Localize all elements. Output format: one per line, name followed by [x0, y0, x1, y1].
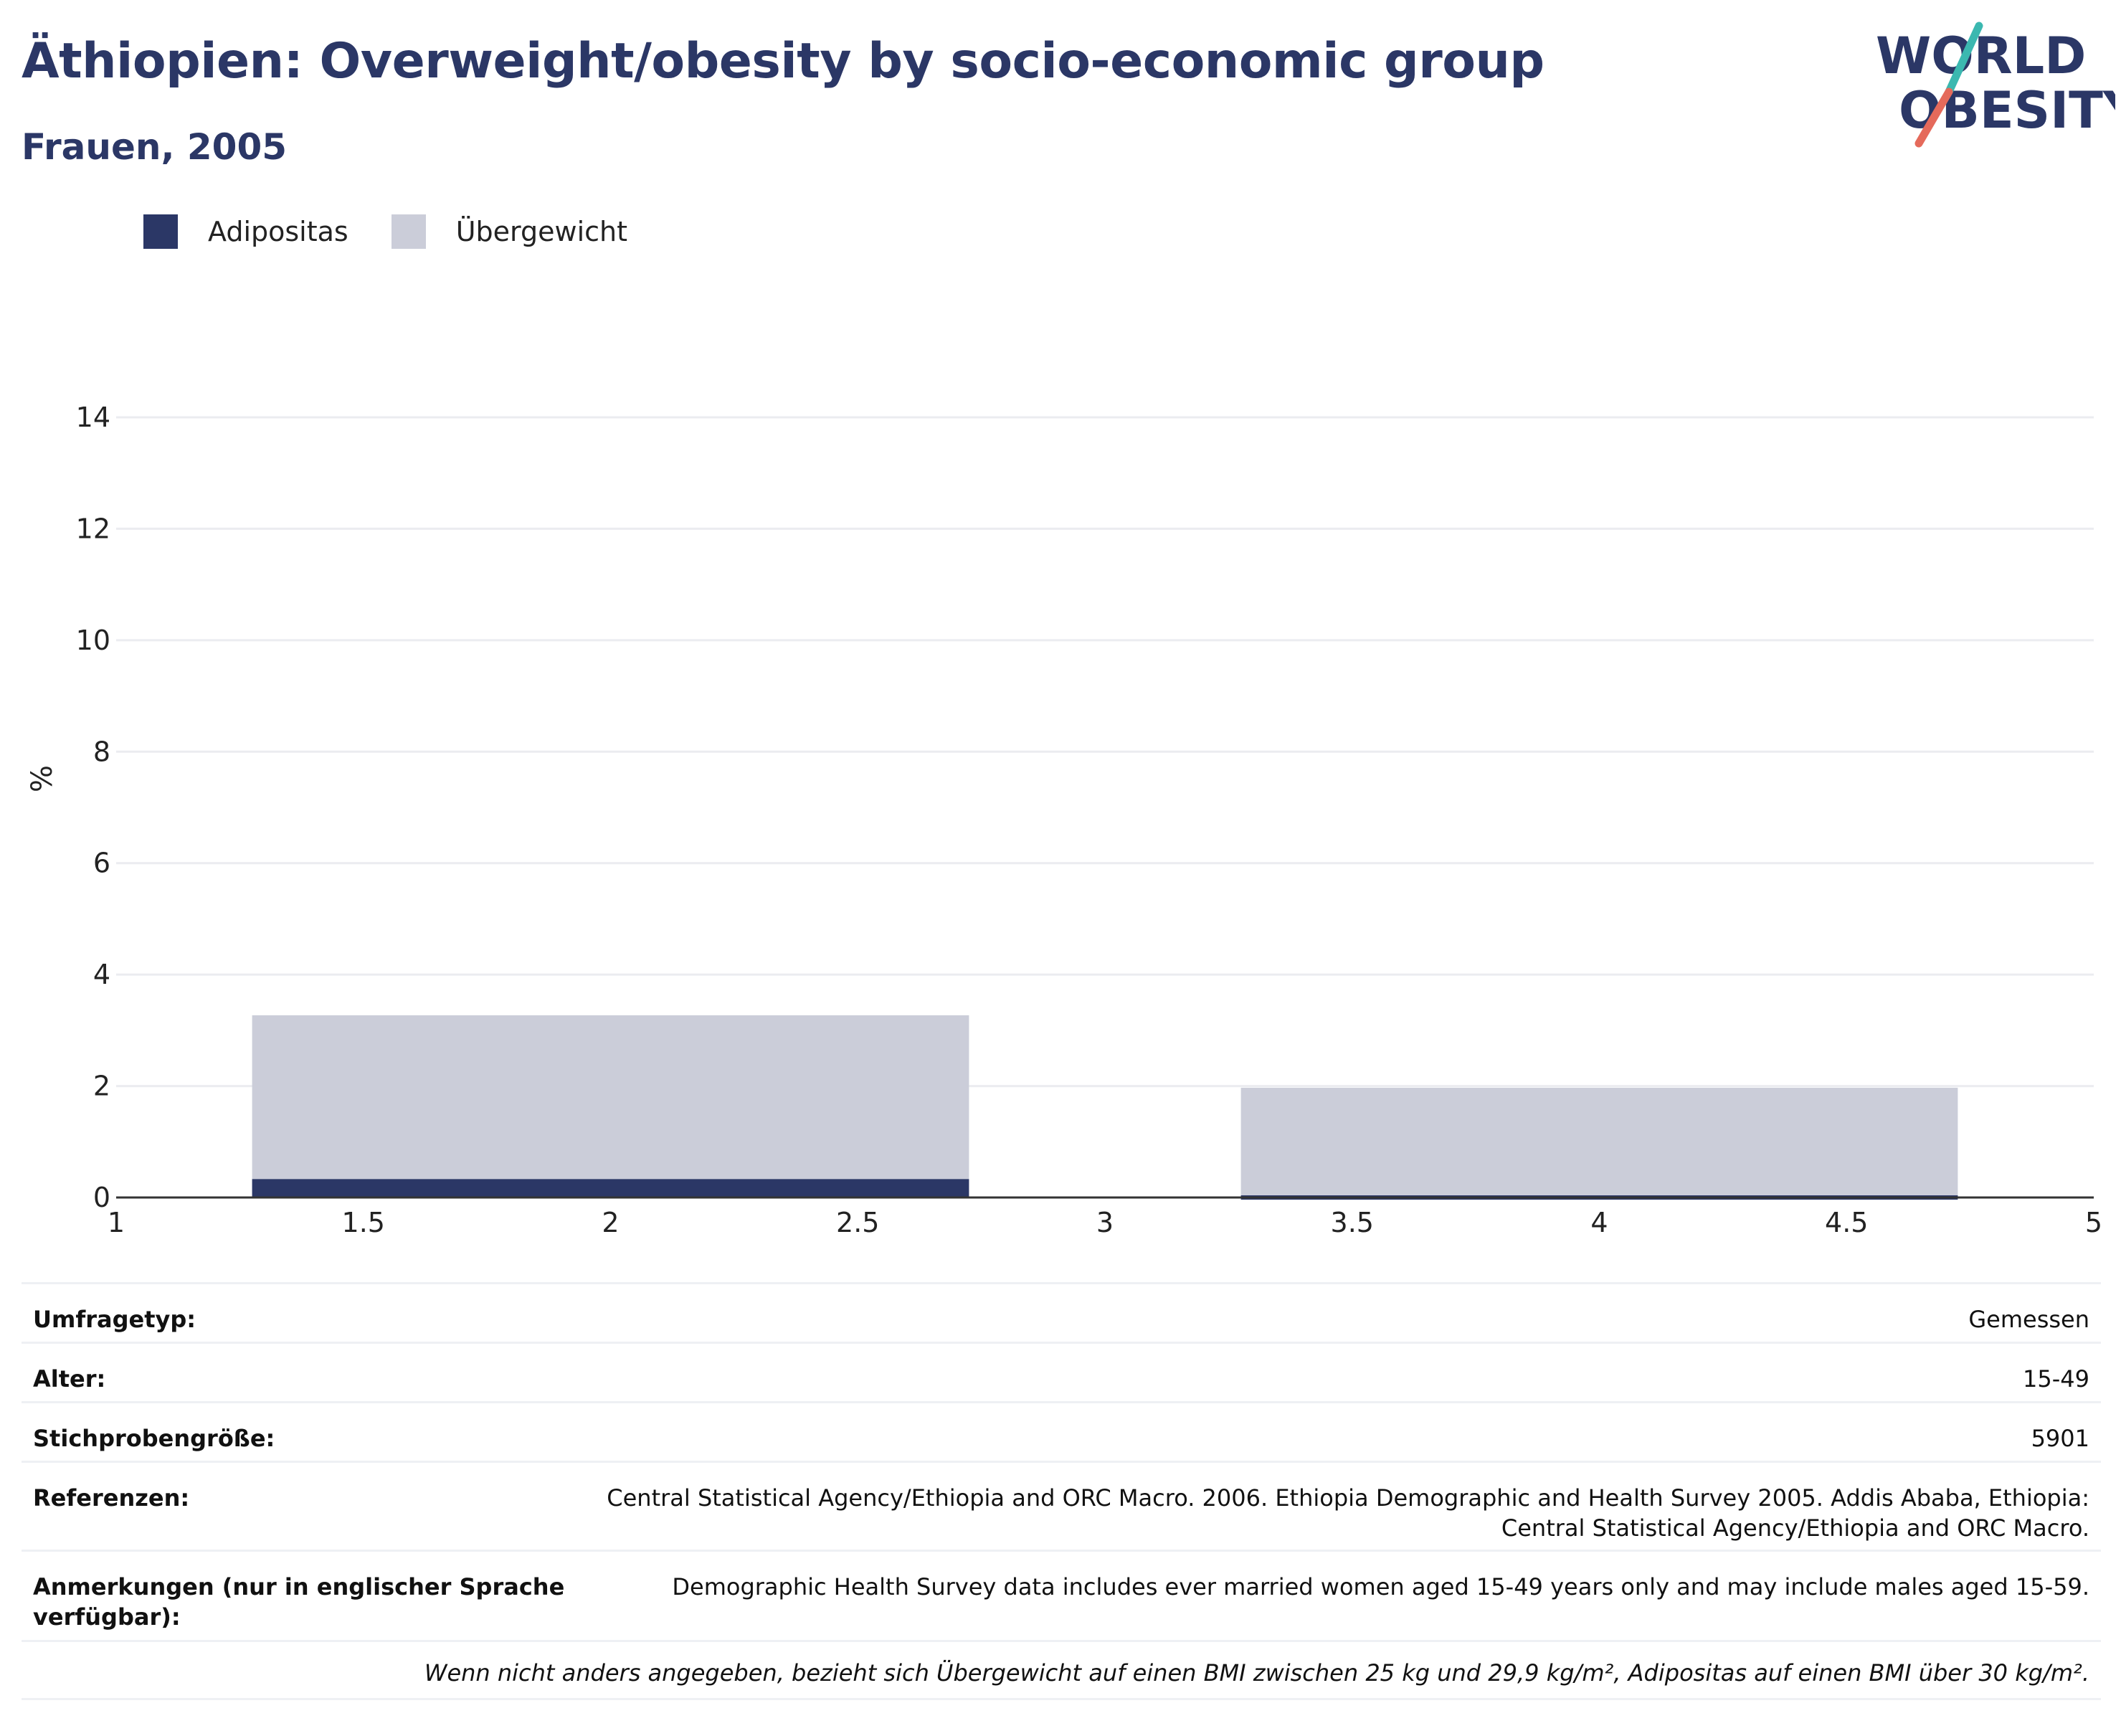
- info-label-references: Referenzen:: [33, 1484, 190, 1512]
- chart-subtitle: Frauen, 2005: [22, 126, 288, 168]
- legend-item-adipositas[interactable]: Adipositas: [143, 214, 348, 249]
- bar-chart: 0 2 4 6 8 10 12 14 1 1.5 2 2.5 3 3.5 4 4.5 5%: [26, 402, 2102, 1238]
- x-tick-label: 2: [602, 1207, 619, 1238]
- legend-label-adipositas: Adipositas: [208, 216, 348, 247]
- y-tick-label: 8: [93, 736, 110, 767]
- logo-slash-bottom: [1914, 87, 1953, 148]
- info-label-sample-size: Stichprobengröße:: [33, 1425, 275, 1452]
- logo-slash-top: [1945, 22, 1983, 96]
- legend-label-uebergewicht: Übergewicht: [455, 216, 627, 247]
- y-tick-label: 4: [93, 959, 110, 990]
- notes-label-line-1: Anmerkungen (nur in englischer Sprache: [33, 1573, 565, 1600]
- info-label-age: Alter:: [33, 1365, 106, 1393]
- x-tick-label: 3.5: [1331, 1207, 1374, 1238]
- y-tick-label: 12: [76, 513, 110, 544]
- info-value-sample-size: 5901: [2031, 1425, 2089, 1452]
- x-tick-label: 3: [1096, 1207, 1114, 1238]
- world-obesity-logo: WORLD OBESITY: [1876, 22, 2115, 148]
- x-tick-label: 5: [2085, 1207, 2102, 1238]
- chart-title: Äthiopien: Overweight/obesity by socio-e…: [22, 33, 1545, 90]
- info-row-notes: Anmerkungen (nur in englischer Sprache v…: [22, 1550, 2101, 1640]
- references-line-1: Central Statistical Agency/Ethiopia and …: [607, 1484, 2089, 1512]
- x-tick-label: 1: [108, 1207, 125, 1238]
- survey-info-table: Umfragetyp: Gemessen Alter: 15-49 Stichp…: [22, 1282, 2101, 1700]
- bmi-footnote: Wenn nicht anders angegeben, bezieht sic…: [424, 1659, 2089, 1687]
- info-row-age: Alter: 15-49: [22, 1342, 2101, 1401]
- bar-übergewicht-0: [252, 1015, 969, 1197]
- info-label-notes: Anmerkungen (nur in englischer Sprache v…: [33, 1572, 578, 1632]
- x-tick-label: 4: [1590, 1207, 1608, 1238]
- bar-übergewicht-1: [1240, 1087, 1958, 1197]
- y-tick-label: 10: [76, 625, 110, 656]
- y-tick-label: 0: [93, 1182, 110, 1213]
- footnote-row: Wenn nicht anders angegeben, bezieht sic…: [22, 1640, 2101, 1700]
- y-tick-label: 2: [93, 1071, 110, 1102]
- notes-label-line-2: verfügbar):: [33, 1603, 181, 1631]
- info-row-survey-type: Umfragetyp: Gemessen: [22, 1282, 2101, 1342]
- info-value-references: Central Statistical Agency/Ethiopia and …: [607, 1483, 2089, 1543]
- x-tick-label: 1.5: [342, 1207, 385, 1238]
- legend-item-uebergewicht[interactable]: Übergewicht: [391, 214, 627, 249]
- info-label-survey-type: Umfragetyp:: [33, 1306, 196, 1333]
- info-value-age: 15-49: [2023, 1365, 2089, 1393]
- info-row-references: Referenzen: Central Statistical Agency/E…: [22, 1461, 2101, 1550]
- info-value-notes: Demographic Health Survey data includes …: [672, 1573, 2089, 1600]
- legend-swatch-uebergewicht: [391, 214, 426, 249]
- references-line-2: Central Statistical Agency/Ethiopia and …: [1501, 1514, 2089, 1542]
- info-value-survey-type: Gemessen: [1968, 1306, 2089, 1333]
- chart-legend: Adipositas Übergewicht: [143, 212, 670, 251]
- legend-swatch-adipositas: [143, 214, 178, 249]
- x-tick-label: 4.5: [1825, 1207, 1868, 1238]
- bar-adipositas-0: [252, 1179, 969, 1197]
- y-axis-title: %: [26, 765, 59, 792]
- logo-text-line1: WORLD: [1876, 27, 2086, 85]
- y-tick-label: 6: [93, 848, 110, 879]
- y-tick-label: 14: [76, 402, 110, 433]
- x-tick-label: 2.5: [836, 1207, 879, 1238]
- info-row-sample-size: Stichprobengröße: 5901: [22, 1401, 2101, 1461]
